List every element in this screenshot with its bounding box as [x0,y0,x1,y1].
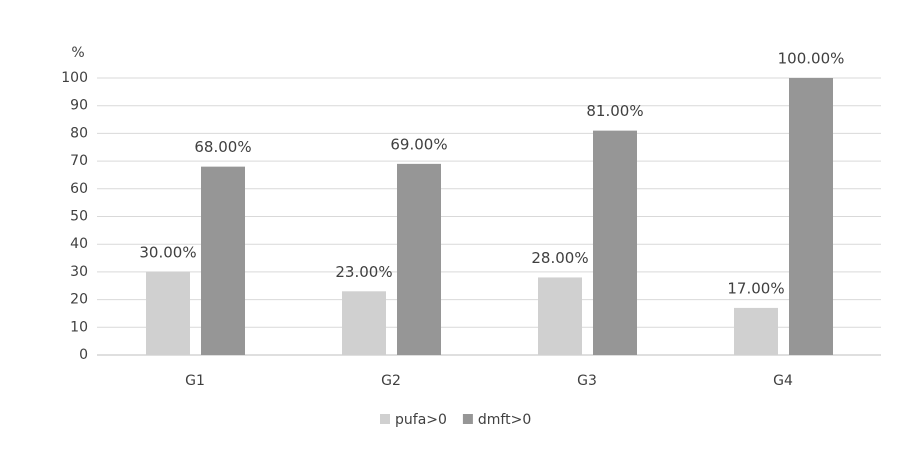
x-tick-label: G3 [577,373,597,389]
bar [201,166,245,355]
bar [593,130,637,355]
y-tick-label: 10 [70,319,88,335]
bar [146,271,190,355]
y-tick-label: 60 [70,181,88,197]
y-tick-label: 90 [70,98,88,114]
value-label: 17.00% [727,279,784,297]
y-tick-label: 70 [70,153,88,169]
legend-swatch [380,414,390,424]
value-label: 69.00% [390,135,447,153]
y-tick-label: 50 [70,209,88,225]
y-tick-label: 100 [61,70,88,86]
bar [734,307,778,355]
value-label: 30.00% [139,243,196,261]
y-tick-label: 20 [70,292,88,308]
value-label: 23.00% [335,263,392,281]
value-label: 28.00% [531,249,588,267]
bar [342,291,386,355]
legend-swatch [462,414,473,424]
x-tick-label: G4 [773,373,793,389]
y-tick-label: 40 [70,236,88,252]
legend-label: pufa>0 [395,412,447,428]
bar [538,277,582,355]
y-axis-label: % [71,45,84,61]
value-label: 81.00% [586,102,643,120]
value-label: 68.00% [194,138,251,156]
value-label: 100.00% [778,50,845,68]
legend-label: dmft>0 [478,412,531,428]
x-tick-label: G1 [185,373,205,389]
y-tick-label: 30 [70,264,88,280]
bar [789,78,833,355]
x-tick-label: G2 [381,373,401,389]
y-tick-label: 0 [79,347,88,363]
y-tick-label: 80 [70,125,88,141]
bar [397,163,441,355]
